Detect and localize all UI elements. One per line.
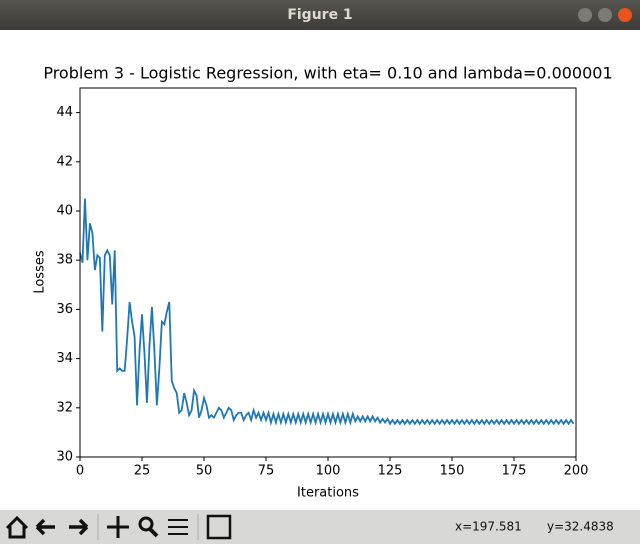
save-button[interactable] <box>206 514 232 540</box>
x-tick-label: 200 <box>564 464 589 479</box>
loss-line <box>79 198 575 427</box>
chart-title: Problem 3 - Logistic Regression, with et… <box>43 64 612 83</box>
configure-button[interactable] <box>168 519 188 535</box>
minimize-button[interactable] <box>578 8 592 22</box>
x-tick-label: 150 <box>440 464 465 479</box>
pan-button[interactable] <box>107 516 129 538</box>
toolbar-icons <box>5 514 232 540</box>
x-axis-label: Iterations <box>297 486 359 501</box>
maximize-button[interactable] <box>598 8 612 22</box>
x-tick-label: 100 <box>316 464 341 479</box>
y-tick-label: 42 <box>56 154 73 169</box>
toolbar <box>0 510 640 544</box>
y-tick-label: 44 <box>56 105 73 120</box>
y-axis-label: Losses <box>33 250 48 294</box>
y-tick-label: 38 <box>56 253 73 268</box>
x-tick-label: 50 <box>196 464 213 479</box>
forward-button[interactable] <box>69 518 89 536</box>
y-tick-label: 34 <box>56 351 73 366</box>
x-tick-label: 175 <box>502 464 527 479</box>
back-button[interactable] <box>35 518 55 536</box>
status-x: x=197.581 <box>455 520 522 534</box>
x-tick-label: 25 <box>134 464 151 479</box>
title-bar <box>0 0 640 30</box>
y-tick-label: 30 <box>56 450 73 465</box>
zoom-handle <box>148 527 159 538</box>
zoom-button[interactable] <box>138 516 154 532</box>
status-y: y=32.4838 <box>547 520 614 534</box>
plot: 30 32 34 36 38 40 42 44 0 25 50 75 100 125 150 175 200 <box>56 87 589 479</box>
y-tick-label: 36 <box>56 302 73 317</box>
y-tick-label: 32 <box>56 400 73 415</box>
home-button[interactable] <box>5 515 29 539</box>
window-title: Figure 1 <box>287 7 352 23</box>
x-tick-label: 125 <box>378 464 403 479</box>
axes-frame <box>79 87 577 458</box>
x-tick-label: 75 <box>258 464 275 479</box>
y-tick-label: 40 <box>56 204 73 219</box>
close-button[interactable] <box>618 8 632 22</box>
x-tick-label: 0 <box>76 464 84 479</box>
